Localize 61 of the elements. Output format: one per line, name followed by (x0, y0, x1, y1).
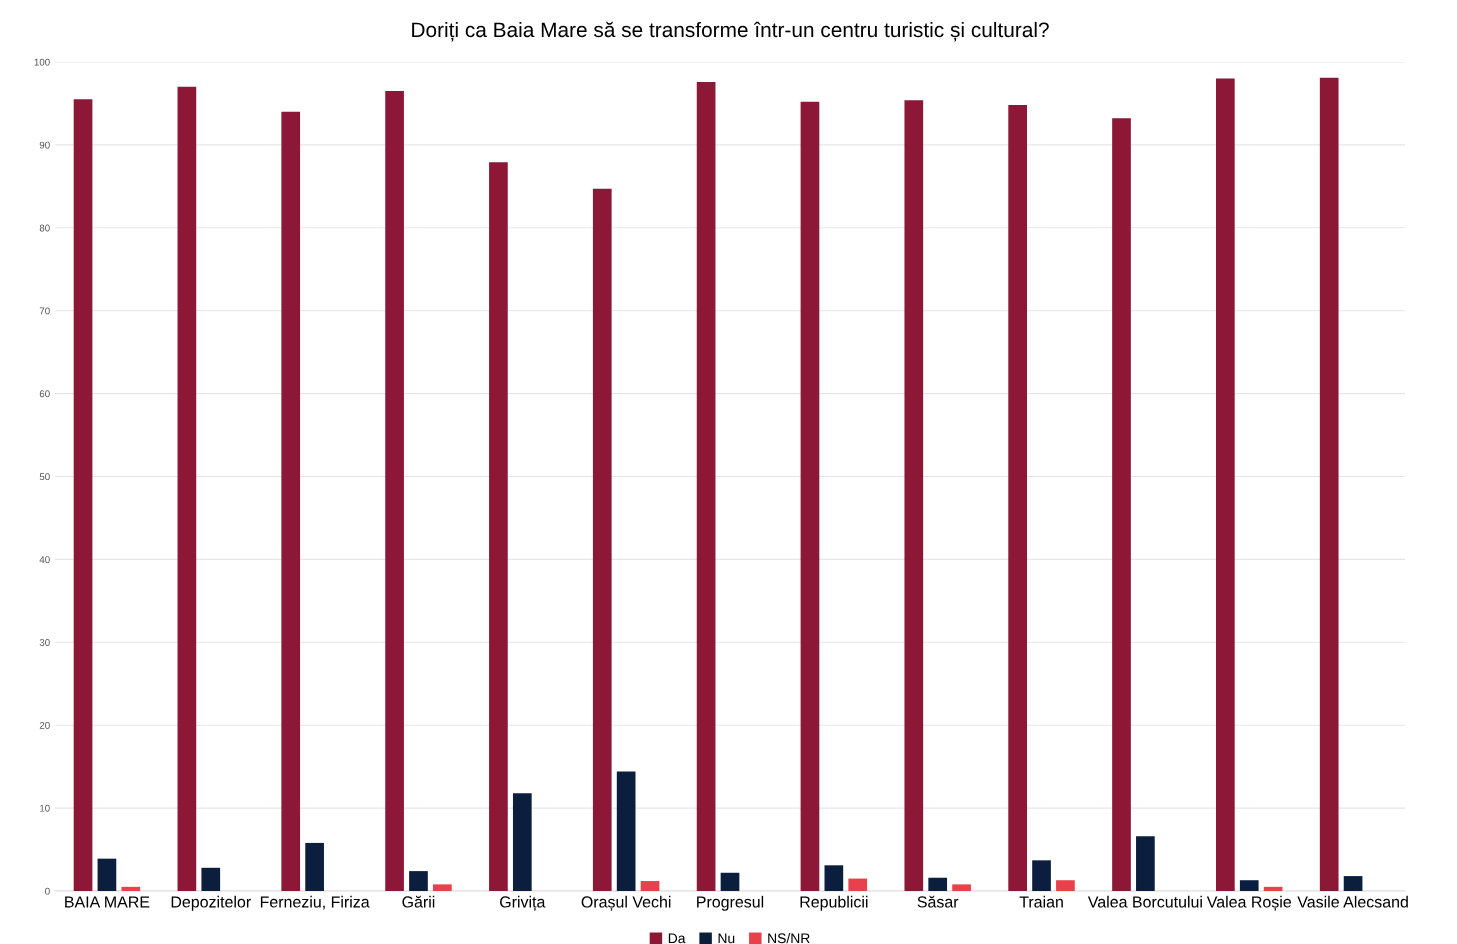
bar (489, 162, 508, 891)
y-tick-label: 0 (45, 887, 50, 895)
bar (281, 111, 301, 891)
bar (97, 858, 117, 891)
bar (696, 81, 716, 891)
bar (305, 842, 324, 891)
bar (1343, 876, 1363, 891)
x-tick-label: Săsar (917, 895, 959, 908)
bar (1136, 836, 1155, 891)
x-tick-label: Orașul Vechi (581, 895, 671, 911)
bar (1056, 880, 1075, 891)
bar (121, 886, 141, 891)
y-tick-label: 20 (39, 721, 50, 729)
bar (1319, 77, 1339, 891)
bar (800, 101, 820, 891)
legend-label: Nu (718, 933, 735, 944)
x-tick-label: Gării (402, 895, 435, 908)
bar (177, 86, 197, 891)
y-tick-label: 60 (39, 390, 50, 398)
x-tick-label: Traian (1019, 895, 1063, 908)
y-tick-label: 30 (39, 639, 50, 646)
y-tick-label: 10 (40, 804, 50, 812)
bar (512, 793, 532, 891)
x-tick-label: Valea Roșie (1206, 895, 1291, 911)
bar (640, 881, 660, 891)
legend-label: NS/NR (768, 933, 810, 944)
bar (616, 771, 636, 891)
x-tick-label: Ferneziu, Firiza (260, 895, 370, 910)
bar (1263, 886, 1283, 891)
bar (824, 865, 844, 891)
bar (1032, 860, 1051, 891)
bar (904, 100, 924, 891)
chart-title: Doriți ca Baia Mare să se transforme într-un centru turistic și cultural? (412, 21, 1049, 42)
x-tick-label: Progresul (697, 895, 764, 911)
y-tick-label: 80 (39, 224, 50, 232)
bar (385, 91, 404, 891)
bar (848, 878, 868, 891)
bar (1216, 78, 1235, 891)
y-tick-label: 70 (39, 307, 50, 315)
bar (952, 884, 971, 891)
y-tick-label: 100 (34, 58, 50, 66)
bar (433, 884, 452, 891)
bar (720, 872, 740, 891)
y-tick-label: 90 (39, 141, 50, 149)
x-tick-label: Grivița (500, 895, 546, 911)
legend-label: Da (668, 933, 686, 944)
x-tick-label: Valea Borcutului (1087, 895, 1202, 908)
bar (928, 877, 948, 891)
x-tick-label: BAIA MARE (65, 896, 150, 908)
bar (409, 871, 428, 891)
bar (1112, 118, 1131, 891)
x-tick-label: Republicii (800, 895, 868, 911)
bar (592, 188, 612, 891)
x-tick-label: Depozitelor (171, 895, 251, 911)
bar (1239, 880, 1259, 891)
bar (73, 99, 93, 891)
x-tick-label: Vasile Alecsand (1297, 895, 1408, 908)
bar (1008, 105, 1027, 891)
bar (201, 867, 221, 891)
y-tick-label: 50 (39, 473, 50, 481)
y-tick-label: 40 (39, 556, 50, 564)
